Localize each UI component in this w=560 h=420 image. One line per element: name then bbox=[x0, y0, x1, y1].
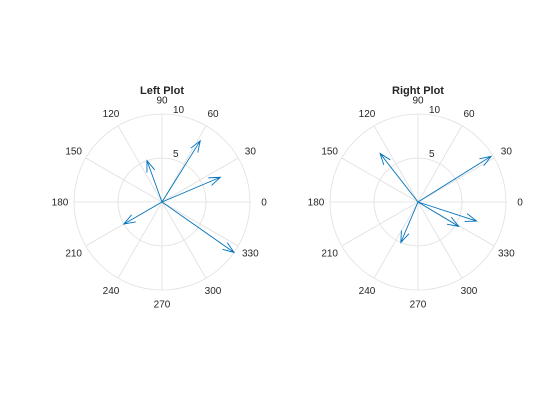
left-theta-tick-label: 330 bbox=[242, 249, 259, 260]
left-theta-tick-label: 150 bbox=[65, 147, 82, 158]
left-theta-tick-label: 90 bbox=[156, 96, 168, 107]
left-theta-spoke-60 bbox=[161, 125, 207, 203]
right-theta-tick-label: 90 bbox=[412, 96, 424, 107]
left-r-tick-label: 5 bbox=[173, 149, 179, 160]
right-theta-spoke-30 bbox=[417, 157, 495, 203]
right-compass-arrow-3 bbox=[400, 201, 419, 244]
right-theta-spoke-240 bbox=[373, 201, 419, 279]
left-theta-tick-label: 120 bbox=[103, 109, 120, 120]
left-plot-title: Left Plot bbox=[140, 85, 184, 97]
right-theta-tick-label: 240 bbox=[359, 286, 376, 297]
right-theta-tick-label: 270 bbox=[410, 300, 427, 311]
right-theta-spoke-210 bbox=[341, 201, 419, 247]
left-theta-spoke-300 bbox=[161, 201, 207, 279]
left-theta-spoke-240 bbox=[117, 201, 163, 279]
left-compass-arrow-2 bbox=[146, 159, 163, 203]
right-compass-arrow-4 bbox=[417, 201, 460, 228]
right-theta-tick-label: 60 bbox=[463, 109, 475, 120]
left-theta-tick-label: 300 bbox=[205, 286, 222, 297]
left-theta-tick-label: 210 bbox=[65, 249, 82, 260]
left-theta-tick-label: 0 bbox=[261, 198, 267, 209]
left-compass-arrow-5 bbox=[161, 201, 236, 254]
right-r-tick-label: 5 bbox=[429, 149, 435, 160]
right-polar-axes: Right Plot 0 30 60 90 120 150 180 210 240 270 300 3… bbox=[308, 85, 524, 311]
right-theta-tick-label: 300 bbox=[461, 286, 478, 297]
left-theta-spoke-120 bbox=[117, 125, 163, 203]
right-theta-tick-label: 330 bbox=[498, 249, 515, 260]
left-compass-arrow-1 bbox=[161, 139, 201, 203]
right-theta-tick-label: 30 bbox=[501, 147, 513, 158]
left-theta-tick-label: 270 bbox=[154, 300, 171, 311]
left-r-tick-label: 10 bbox=[173, 105, 185, 116]
right-theta-tick-label: 120 bbox=[359, 109, 376, 120]
left-theta-tick-label: 180 bbox=[52, 198, 69, 209]
left-theta-tick-label: 30 bbox=[245, 147, 257, 158]
left-theta-spoke-330 bbox=[161, 201, 239, 247]
right-theta-spoke-120 bbox=[373, 125, 419, 203]
left-compass-arrow-4 bbox=[122, 201, 163, 225]
left-theta-spoke-30 bbox=[161, 157, 239, 203]
right-theta-tick-label: 210 bbox=[321, 249, 338, 260]
right-r-tick-label: 10 bbox=[429, 105, 441, 116]
right-compass-arrow-5 bbox=[417, 201, 478, 222]
right-theta-tick-label: 180 bbox=[308, 198, 325, 209]
left-theta-spoke-150 bbox=[85, 157, 163, 203]
left-theta-tick-label: 60 bbox=[207, 109, 219, 120]
right-theta-spoke-150 bbox=[341, 157, 419, 203]
right-theta-tick-label: 150 bbox=[321, 147, 338, 158]
left-polar-axes: Left Plot 0 30 60 90 120 150 180 210 240 270 300 33… bbox=[52, 85, 268, 311]
right-plot-title: Right Plot bbox=[392, 85, 444, 97]
right-compass-arrow-1 bbox=[417, 155, 493, 203]
right-theta-spoke-300 bbox=[417, 201, 463, 279]
right-compass-arrow-2 bbox=[379, 152, 419, 203]
left-theta-tick-label: 240 bbox=[103, 286, 120, 297]
right-theta-spoke-60 bbox=[417, 125, 463, 203]
right-theta-tick-label: 0 bbox=[517, 198, 523, 209]
left-compass-arrow-3 bbox=[161, 176, 222, 203]
